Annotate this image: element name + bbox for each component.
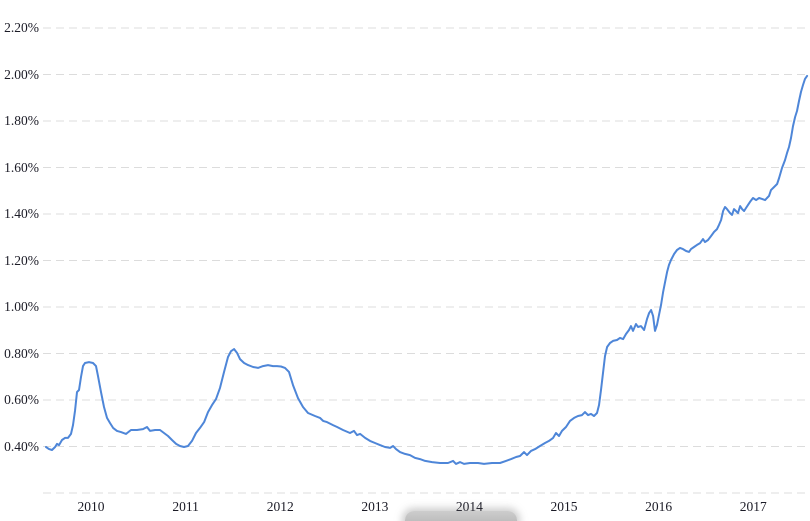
y-tick-label: 2.00% xyxy=(4,66,39,82)
y-tick-label: 2.20% xyxy=(4,20,39,35)
x-tick-label: 2012 xyxy=(266,499,294,514)
y-tick-label: 1.00% xyxy=(4,299,39,314)
y-tick-label: 0.40% xyxy=(4,438,39,454)
y-axis-labels: 2.20% 2.00% 1.80% 1.60% 1.40% 1.20% 1.00% 0.80%… xyxy=(0,0,40,521)
series-line xyxy=(45,74,809,465)
x-tick-label: 2014 xyxy=(455,499,483,514)
y-tick-label: 1.60% xyxy=(4,159,39,175)
slider-handle[interactable] xyxy=(405,511,517,521)
x-tick-label: 2013 xyxy=(361,499,389,514)
y-tick-label: 1.20% xyxy=(4,252,39,268)
x-tick-label: 2010 xyxy=(77,499,105,514)
y-tick-label: 1.80% xyxy=(4,113,39,128)
y-tick-label: 1.40% xyxy=(4,206,39,221)
x-tick-label: 2017 xyxy=(739,499,767,514)
y-tick-label: 0.80% xyxy=(4,345,39,361)
x-tick-label: 2011 xyxy=(172,499,199,514)
x-tick-label: 2016 xyxy=(645,499,673,514)
x-axis-labels: 2010 2011 2012 2013 2014 2015 2016 2017 xyxy=(0,499,810,521)
y-tick-label: 0.60% xyxy=(4,392,39,407)
x-tick-label: 2015 xyxy=(550,499,578,514)
